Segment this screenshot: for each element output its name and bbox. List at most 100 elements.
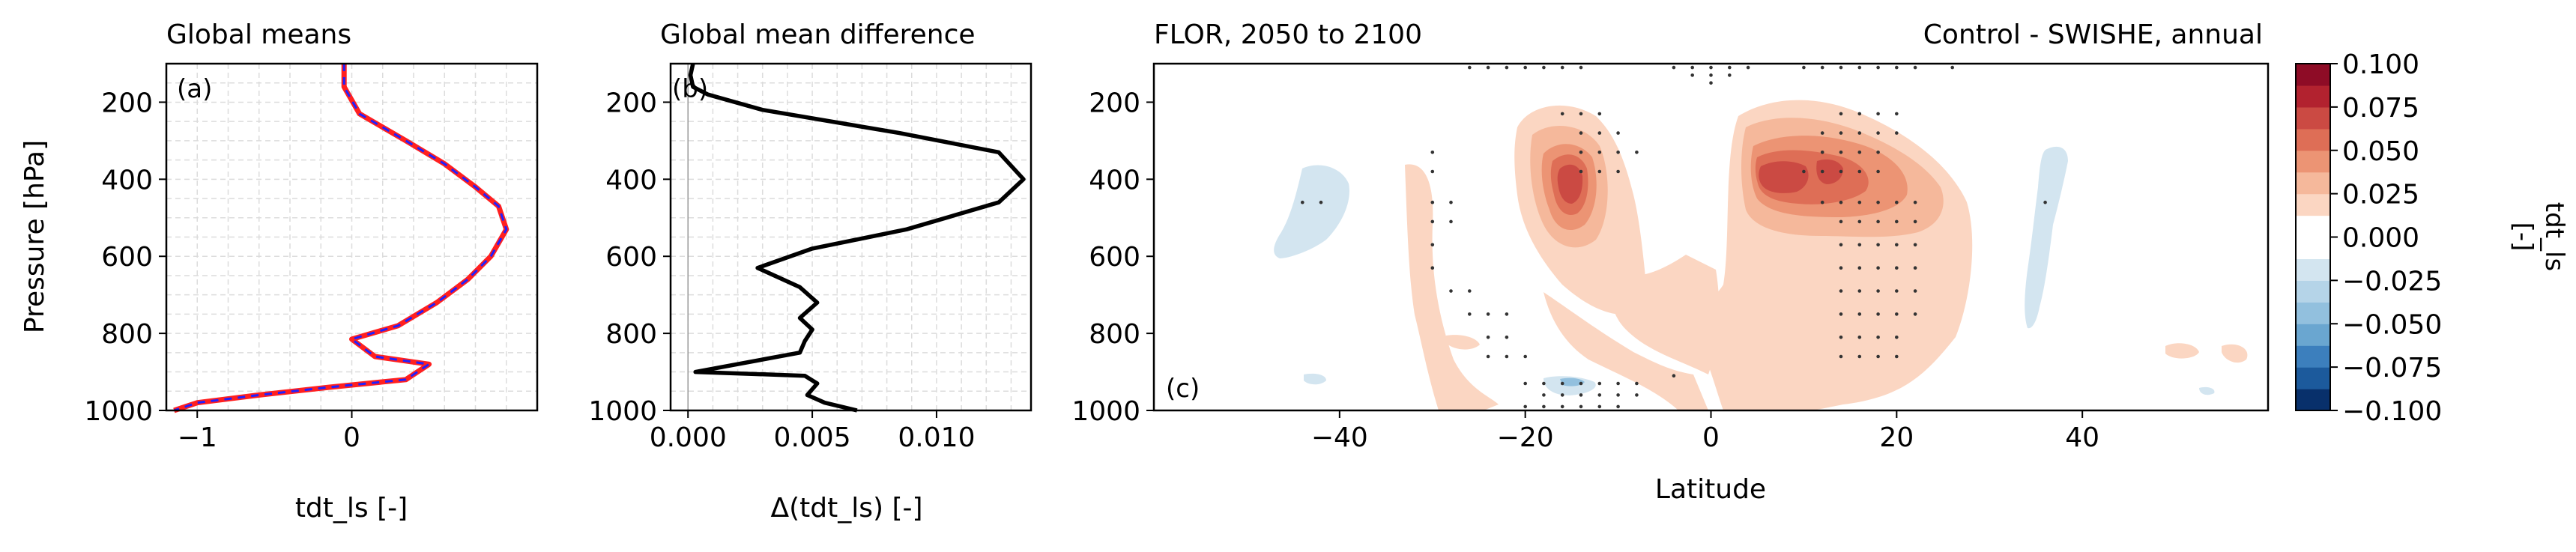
panel-c-xtick-label: 40 <box>2065 422 2099 453</box>
panel-b-xlabel: Δ(tdt_ls) [-] <box>770 493 922 524</box>
colorbar-swatch <box>2296 237 2330 260</box>
stipple-dot <box>1616 151 1620 154</box>
stipple-dot <box>1895 200 1899 204</box>
stipple-dot <box>1430 200 1435 204</box>
colorbar-swatch <box>2296 85 2330 108</box>
stipple-dot <box>1560 65 1564 70</box>
stipple-dot <box>1839 336 1843 339</box>
stipple-dot <box>1579 65 1583 70</box>
stipple-dot <box>1449 219 1453 224</box>
stipple-dot <box>1709 73 1713 77</box>
stipple-dot <box>2043 200 2047 204</box>
stipple-dot <box>1876 336 1880 339</box>
stipple-dot <box>1839 289 1843 293</box>
stipple-dot <box>1597 131 1602 135</box>
stipple-dot <box>1616 169 1620 174</box>
panel-a-label: (a) <box>177 74 212 104</box>
stipple-dot <box>1820 151 1824 154</box>
colorbar-swatch <box>2296 193 2330 216</box>
colorbar-swatch <box>2296 128 2330 151</box>
panel-b-ytick-label: 400 <box>605 165 657 195</box>
panel-b-xtick-label: 0.005 <box>774 422 851 453</box>
panel-a-grid <box>166 63 538 411</box>
stipple-dot <box>1820 169 1824 174</box>
panel-a-lines <box>173 64 510 413</box>
colorbar-swatches <box>2296 64 2330 411</box>
stipple-dot <box>1839 312 1843 316</box>
stipple-dot <box>1486 312 1490 316</box>
colorbar-tick-label: −0.025 <box>2342 266 2442 297</box>
stipple-dot <box>1430 151 1435 154</box>
stipple-dot <box>1616 381 1620 386</box>
stipple-dot <box>1839 151 1843 154</box>
stipple-dot <box>1950 65 1954 70</box>
panel-b-label: (b) <box>672 74 708 104</box>
panel-b-title: Global mean difference <box>660 19 976 50</box>
panel-a-ytick-label: 600 <box>101 242 153 273</box>
stipple-dot <box>1430 266 1435 270</box>
stipple-dot <box>1802 65 1806 70</box>
panel-c-xtick-label: −20 <box>1497 422 1554 453</box>
panel-b-ticks: 0.000 0.005 0.010 200 400 600 800 1000 <box>588 88 975 453</box>
colorbar-swatch <box>2296 367 2330 389</box>
panel-b-ytick-label: 200 <box>605 88 657 118</box>
stipple-dot <box>1728 73 1732 77</box>
stipple-dot <box>1579 131 1583 135</box>
stipple-dot <box>1486 336 1490 339</box>
stipple-dot <box>1839 131 1843 135</box>
stipple-dot <box>1728 65 1732 70</box>
colorbar-swatch <box>2296 258 2330 281</box>
stipple-dot <box>1635 381 1639 386</box>
stipple-dot <box>1523 65 1527 70</box>
stipple-dot <box>1449 200 1453 204</box>
stipple-dot <box>1672 65 1676 70</box>
colorbar: 0.100 0.075 0.050 0.025 0.000 −0.025 −0.050 −0.… <box>2295 49 2569 427</box>
stipple-dot <box>1895 289 1899 293</box>
stipple-dot <box>1579 404 1583 409</box>
panel-c-ticks: −40 −20 0 20 40 200 400 600 800 1000 <box>1071 88 2099 453</box>
stipple-dot <box>1839 65 1843 70</box>
stipple-dot <box>1857 289 1862 293</box>
stipple-dot <box>1449 289 1453 293</box>
panel-c-ytick-label: 200 <box>1089 88 1140 118</box>
stipple-dot <box>1839 169 1843 174</box>
stipple-dot <box>1839 354 1843 359</box>
stipple-dot <box>1616 393 1620 397</box>
colorbar-label-line2: [-] <box>2508 222 2538 252</box>
stipple-dot <box>1857 354 1862 359</box>
stipple-dot <box>1895 65 1899 70</box>
panel-a-ytick-label: 800 <box>101 319 153 350</box>
stipple-dot <box>1486 354 1490 359</box>
panel-b-frame <box>669 62 1032 412</box>
panel-a-xtick-label: −1 <box>178 422 217 453</box>
stipple-dot <box>1597 169 1602 174</box>
panel-a-series-line <box>173 64 508 412</box>
stipple-dot <box>1802 169 1806 174</box>
colorbar-swatch <box>2296 215 2330 238</box>
colorbar-tick-label: −0.100 <box>2342 396 2442 427</box>
colorbar-swatch <box>2296 345 2330 368</box>
contour-level-5-positive <box>1557 159 1843 204</box>
stipple-dot <box>1319 200 1323 204</box>
panel-b-ytick-label: 1000 <box>588 396 657 427</box>
panel-c-title-right: Control - SWISHE, annual <box>1923 19 2263 50</box>
stipple-dot <box>1876 354 1880 359</box>
panel-c-title-left: FLOR, 2050 to 2100 <box>1154 19 1422 50</box>
panel-a-ytick-label: 1000 <box>84 396 153 427</box>
stipple-dot <box>1857 112 1862 116</box>
stipple-dot <box>1635 393 1639 397</box>
stipple-dot <box>1597 381 1602 386</box>
colorbar-tick-label: 0.100 <box>2342 49 2419 80</box>
stipple-dot <box>1876 219 1880 224</box>
stipple-dot <box>1895 336 1899 339</box>
stipple-dot <box>1913 243 1917 247</box>
colorbar-swatch <box>2296 150 2330 173</box>
stipple-dot <box>1839 200 1843 204</box>
panel-a-ytick-label: 400 <box>101 165 153 195</box>
panel-b-ytick-label: 800 <box>605 319 657 350</box>
stipple-dot <box>1560 112 1564 116</box>
stipple-dot <box>1597 404 1602 409</box>
stipple-dot <box>1505 336 1509 339</box>
colorbar-tick-label: 0.050 <box>2342 136 2419 167</box>
stipple-dot <box>1505 354 1509 359</box>
